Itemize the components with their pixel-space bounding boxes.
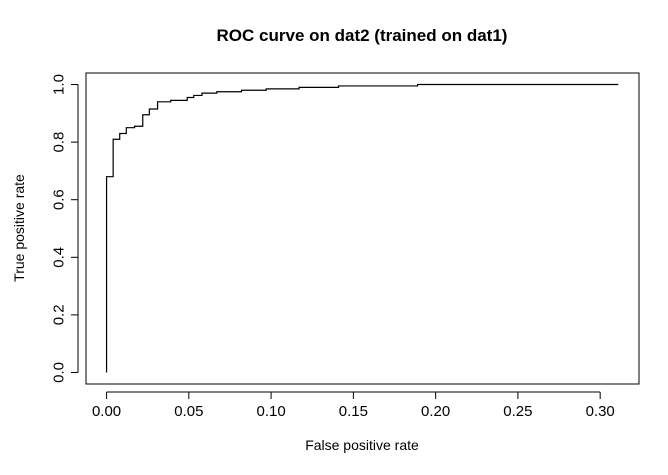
x-axis: 0.00 0.05 0.10 0.15 0.20 0.25 0.30 bbox=[92, 391, 615, 420]
roc-curve-line bbox=[105, 83, 619, 373]
y-tick-label: 1.0 bbox=[50, 74, 67, 95]
y-axis: 0.0 0.2 0.4 0.6 0.8 1.0 bbox=[50, 74, 79, 383]
y-axis-label: True positive rate bbox=[11, 174, 27, 282]
chart-title: ROC curve on dat2 (trained on dat1) bbox=[217, 26, 508, 45]
x-tick-label: 0.05 bbox=[174, 403, 203, 420]
x-tick-label: 0.10 bbox=[256, 403, 285, 420]
x-tick-label: 0.20 bbox=[421, 403, 450, 420]
y-tick-label: 0.2 bbox=[50, 304, 67, 325]
x-tick-label: 0.25 bbox=[503, 403, 532, 420]
x-axis-label: False positive rate bbox=[305, 437, 419, 453]
y-tick-label: 0.6 bbox=[50, 189, 67, 210]
plot-box bbox=[85, 72, 640, 385]
y-tick-label: 0.8 bbox=[50, 132, 67, 153]
x-tick-label: 0.30 bbox=[586, 403, 615, 420]
x-tick-label: 0.00 bbox=[92, 403, 121, 420]
x-tick-label: 0.15 bbox=[339, 403, 368, 420]
y-tick-label: 0.0 bbox=[50, 362, 67, 383]
y-tick-label: 0.4 bbox=[50, 247, 67, 268]
